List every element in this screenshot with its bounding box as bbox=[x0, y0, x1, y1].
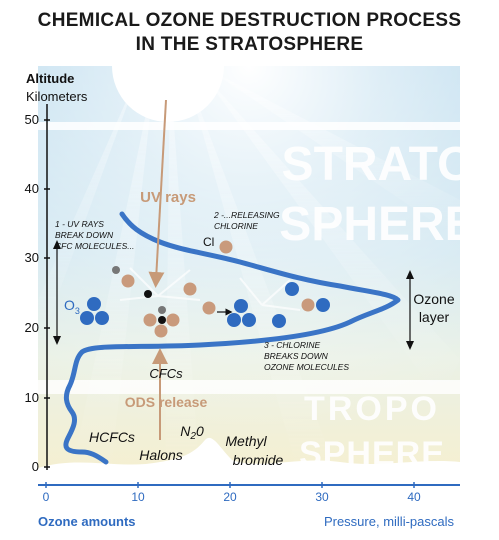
step-2-line-2: CHLORINE bbox=[214, 221, 258, 231]
stratosphere-label-line-2: SPHERE bbox=[279, 198, 476, 251]
y-axis-title-line-1: Altitude bbox=[26, 71, 74, 86]
halons-label: Halons bbox=[139, 447, 183, 463]
uv-rays-arrow bbox=[148, 99, 167, 288]
left-range-indicator bbox=[53, 240, 61, 345]
x-tick-40: 40 bbox=[407, 490, 421, 504]
sun-rays bbox=[38, 70, 460, 480]
y-tick-50: 50 bbox=[25, 112, 39, 127]
y-tick-20: 20 bbox=[25, 320, 39, 335]
cfc-molecule-fragments bbox=[112, 266, 197, 338]
ground-hills bbox=[38, 437, 460, 482]
x-tick-10: 10 bbox=[131, 490, 145, 504]
tropopause-band bbox=[38, 380, 460, 394]
y-tick-0: 0 bbox=[32, 459, 39, 474]
upper-boundary bbox=[38, 122, 460, 130]
step-1-line-1: 1 - UV RAYS bbox=[55, 219, 104, 229]
y-axis-title-line-2: Kilometers bbox=[26, 89, 88, 104]
troposphere-label-line-2: SPHERE bbox=[299, 435, 445, 473]
x-tick-20: 20 bbox=[223, 490, 237, 504]
chlorine-label: Cl bbox=[203, 235, 214, 249]
step-2-line-1: 2 -...RELEASING bbox=[213, 210, 280, 220]
ods-release-label: ODS release bbox=[125, 394, 208, 410]
methyl-bromide-label-line-2: bromide bbox=[233, 452, 284, 468]
hcfcs-label: HCFCs bbox=[89, 429, 135, 445]
step-1-line-2: BREAK DOWN bbox=[55, 230, 114, 240]
y-axis: Altitude Kilometers 50 40 30 20 10 0 bbox=[25, 71, 88, 474]
x-axis-label-ozone: Ozone amounts bbox=[38, 514, 136, 529]
x-axis: 0 10 20 30 40 Ozone amounts Pressure, mi… bbox=[38, 482, 460, 529]
cfcs-label: CFCs bbox=[149, 366, 183, 381]
x-tick-0: 0 bbox=[43, 490, 50, 504]
ozone-layer-label-line-2: layer bbox=[419, 309, 450, 325]
ozone-layer-indicator: Ozone layer bbox=[406, 270, 455, 350]
ozone-profile-curve bbox=[63, 211, 401, 465]
ozone-fragments-right bbox=[272, 282, 330, 328]
title-line-2: IN THE STRATOSPHERE bbox=[135, 34, 364, 55]
step-3-line-3: OZONE MOLECULES bbox=[264, 362, 349, 372]
step-3-line-2: BREAKS DOWN bbox=[264, 351, 329, 361]
x-axis-label-pressure: Pressure, milli-pascals bbox=[324, 514, 455, 529]
n2o-label: N20 bbox=[180, 423, 204, 442]
ozone-layer-label-line-1: Ozone bbox=[413, 291, 454, 307]
y-tick-10: 10 bbox=[25, 390, 39, 405]
y-tick-30: 30 bbox=[25, 250, 39, 265]
ozone-molecule-center bbox=[227, 299, 256, 327]
step-3-line-1: 3 - CHLORINE bbox=[264, 340, 321, 350]
title-line-1: CHEMICAL OZONE DESTRUCTION PROCESS bbox=[37, 10, 462, 31]
chlorine-atom-reacting bbox=[202, 301, 216, 315]
ozone-molecule-left bbox=[80, 297, 109, 325]
x-tick-30: 30 bbox=[315, 490, 329, 504]
uv-rays-label: UV rays bbox=[140, 189, 196, 206]
step-1-line-3: CFC MOLECULES... bbox=[55, 241, 134, 251]
chlorine-atom bbox=[219, 240, 233, 254]
reaction-burst-lines bbox=[119, 267, 301, 311]
ozone-formula-label: O3 bbox=[64, 297, 80, 316]
y-tick-40: 40 bbox=[25, 181, 39, 196]
stratosphere-label-line-1: STRATO bbox=[282, 138, 475, 191]
sun-icon bbox=[112, 66, 224, 122]
methyl-bromide-label-line-1: Methyl bbox=[225, 433, 267, 449]
troposphere-label-line-1: TROPO bbox=[304, 390, 440, 428]
